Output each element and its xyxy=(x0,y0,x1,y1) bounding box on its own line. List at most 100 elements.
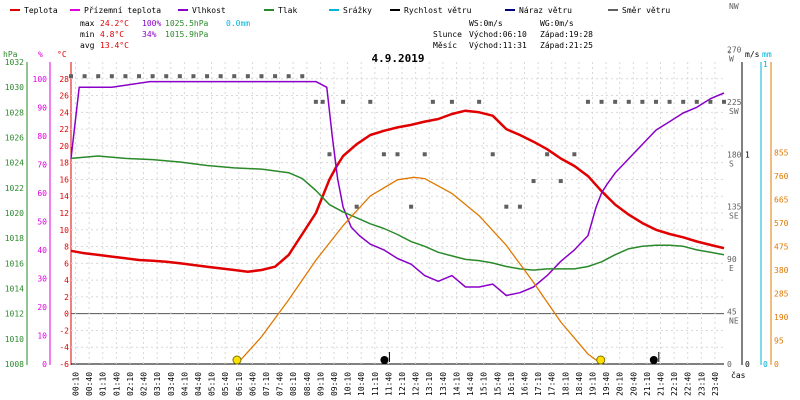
x-tick-label: 17:10 xyxy=(534,372,543,396)
wind-direction-point xyxy=(722,99,726,104)
x-tick-label: 05:40 xyxy=(221,372,230,396)
solar-tick-label: 190 xyxy=(774,313,789,322)
wind-direction-point xyxy=(558,179,563,184)
x-tick-label: 01:40 xyxy=(112,372,121,396)
direction-cardinal-label: W xyxy=(729,54,734,63)
wind-direction-point xyxy=(218,74,223,79)
temperature-tick-label: 18 xyxy=(59,159,69,168)
legend: Teplota Přízemní teplota Vlhkost Tlak Srážky… xyxy=(10,6,670,15)
x-tick-label: 12:10 xyxy=(398,372,407,396)
wind-direction-point xyxy=(585,99,590,104)
wind-direction-point xyxy=(300,74,305,79)
wind-direction-point xyxy=(368,99,373,104)
wind-direction-point xyxy=(327,152,332,157)
x-tick-label: 19:10 xyxy=(588,372,597,396)
pressure-tick-label: 1030 xyxy=(5,83,24,92)
direction-cardinal-label: SE xyxy=(729,212,739,221)
sunrise-marker xyxy=(232,355,242,365)
temperature-tick-label: 28 xyxy=(59,75,69,84)
wind-direction-point xyxy=(640,99,645,104)
x-tick-label: 14:40 xyxy=(466,372,475,396)
pressure-tick-label: 1016 xyxy=(5,259,24,268)
unit-ms: m/s xyxy=(745,50,760,59)
stats-min-label: min xyxy=(80,30,95,39)
x-tick-label: 19:40 xyxy=(602,372,611,396)
temperature-tick-label: 14 xyxy=(59,192,69,201)
pressure-tick-label: 1022 xyxy=(5,184,24,193)
unit-degc: °C xyxy=(57,50,67,59)
stats-min-temp: 4.8°C xyxy=(100,30,124,39)
sunrise-time: Východ:06:10 xyxy=(469,30,527,39)
stats-block: max 24.2°C 100% 1025.5hPa 0.0mm min 4.8°… xyxy=(80,19,250,50)
x-tick-label: 07:40 xyxy=(276,372,285,396)
legend-label: Srážky xyxy=(343,6,372,15)
x-tick-label: 09:10 xyxy=(316,372,325,396)
x-tick-label: 23:40 xyxy=(711,372,720,396)
wind-direction-point xyxy=(409,204,414,209)
wind-direction-point xyxy=(341,99,346,104)
temperature-tick-label: 4 xyxy=(64,276,69,285)
series-tlak xyxy=(70,155,725,271)
series-vlhkost xyxy=(70,80,725,297)
wind-direction-point xyxy=(137,74,142,79)
x-tick-label: 21:40 xyxy=(657,372,666,396)
temperature-tick-label: 0 xyxy=(64,310,69,319)
x-tick-label: 02:10 xyxy=(126,372,135,396)
x-tick-label: 20:40 xyxy=(629,372,638,396)
wind-direction-point xyxy=(708,99,713,104)
humidity-tick-label: 80 xyxy=(37,132,47,141)
humidity-tick-label: 30 xyxy=(37,274,47,283)
x-tick-label: 07:10 xyxy=(262,372,271,396)
legend-label: Přízemní teplota xyxy=(84,6,161,15)
pressure-tick-label: 1020 xyxy=(5,209,24,218)
rain-tick-label: 0 xyxy=(763,360,768,369)
wind-direction-point xyxy=(626,99,631,104)
wind-direction-point xyxy=(286,74,291,79)
temperature-tick-label: -4 xyxy=(59,343,69,352)
direction-cardinal-label: E xyxy=(729,264,734,273)
right-axis-ticks: 045NE90E135SE180S225SW270W315NW360N01010… xyxy=(727,0,789,369)
wind-direction-point xyxy=(205,74,210,79)
humidity-tick-label: 90 xyxy=(37,103,47,112)
stats-max-label: max xyxy=(80,19,95,28)
solar-tick-label: 570 xyxy=(774,219,789,228)
pressure-tick-label: 1010 xyxy=(5,335,24,344)
sunset-marker xyxy=(596,355,606,365)
wind-direction-point xyxy=(694,99,699,104)
wind-gust-info: WG:0m/s xyxy=(540,19,574,28)
pressure-tick-label: 1028 xyxy=(5,108,24,117)
direction-tick-label: 45 xyxy=(727,308,737,317)
unit-headers: hPa % °C ° m/s mm čas xyxy=(3,50,772,380)
x-tick-label: 06:10 xyxy=(235,372,244,396)
stats-avg-label: avg xyxy=(80,41,95,50)
legend-label: Rychlost větru xyxy=(404,6,472,15)
pressure-tick-label: 1024 xyxy=(5,159,24,168)
x-tick-label: 15:10 xyxy=(480,372,489,396)
wind-direction-point xyxy=(681,99,686,104)
unit-mm: mm xyxy=(762,50,772,59)
humidity-tick-label: 100 xyxy=(33,75,48,84)
wind-direction-point xyxy=(490,152,495,157)
solar-tick-label: 95 xyxy=(774,337,784,346)
wind-direction-point xyxy=(313,99,318,104)
x-tick-label: 11:10 xyxy=(371,372,380,396)
moon-label: Měsíc xyxy=(433,41,457,50)
x-tick-label: 00:40 xyxy=(85,372,94,396)
temperature-tick-label: 26 xyxy=(59,92,69,101)
direction-cardinal-label: SW xyxy=(729,107,739,116)
legend-label: Tlak xyxy=(278,6,297,15)
legend-label: Teplota xyxy=(24,6,58,15)
wind-direction-point xyxy=(259,74,264,79)
chart-title: 4.9.2019 xyxy=(372,52,425,65)
wind-direction-point xyxy=(96,74,101,79)
wind-direction-point xyxy=(150,74,155,79)
wind-direction-point xyxy=(531,179,536,184)
series-layer xyxy=(69,74,726,365)
wind-direction-point xyxy=(395,152,400,157)
x-tick-label: 23:10 xyxy=(697,372,706,396)
wind-direction-point xyxy=(273,74,278,79)
humidity-tick-label: 40 xyxy=(37,246,47,255)
wind-speed-info: WS:0m/s xyxy=(469,19,503,28)
humidity-tick-label: 20 xyxy=(37,303,47,312)
humidity-tick-label: 60 xyxy=(37,189,47,198)
